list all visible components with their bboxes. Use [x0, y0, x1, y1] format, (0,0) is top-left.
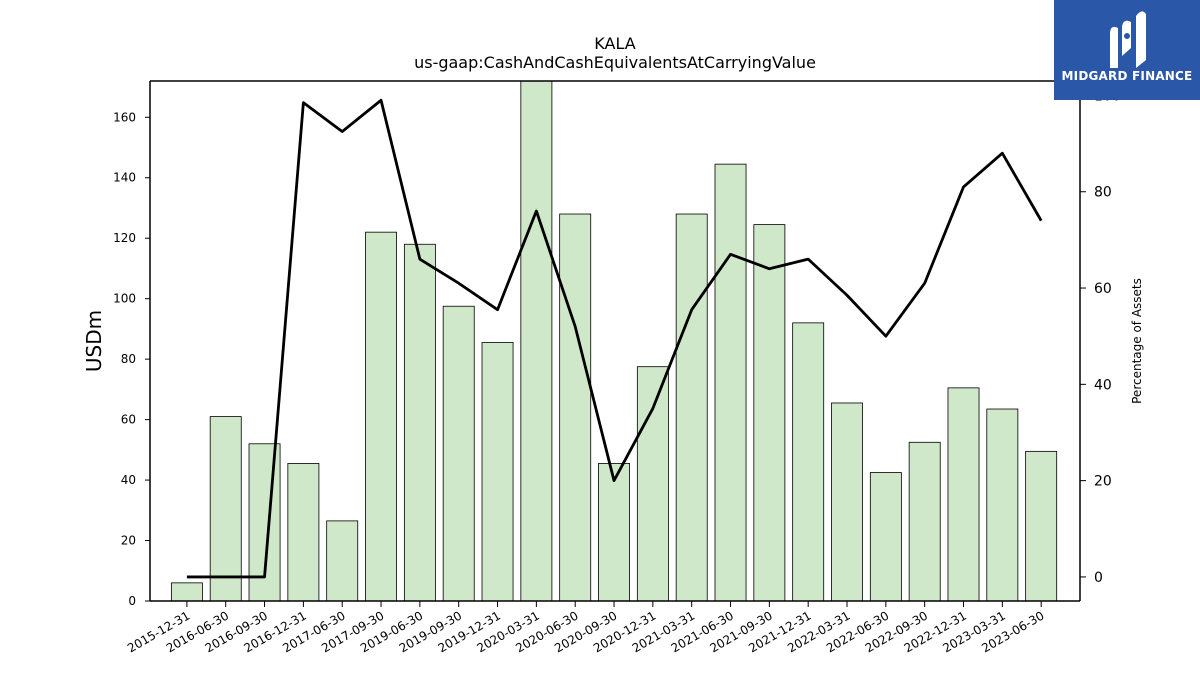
- y-tick-label: 20: [121, 534, 136, 548]
- bar: [520, 80, 553, 602]
- line-group: [186, 98, 1043, 579]
- y-tick-label: 60: [121, 413, 136, 427]
- logo-text: MIDGARD FINANCE: [1061, 69, 1193, 83]
- y2-axis-label: Percentage of Assets: [1130, 278, 1144, 404]
- y2-tick-label: 40: [1094, 377, 1112, 393]
- y-axis-label: USDm: [82, 310, 106, 372]
- percentage-line: [186, 98, 1043, 579]
- y-tick-label: 160: [113, 110, 136, 124]
- bar: [675, 213, 708, 602]
- bar: [287, 463, 320, 602]
- bar: [365, 231, 397, 602]
- chart-title: KALA: [594, 34, 635, 53]
- bar: [481, 342, 514, 602]
- y-tick-label: 80: [121, 352, 136, 366]
- bar: [792, 322, 825, 602]
- y2-tick-label: 60: [1094, 281, 1112, 297]
- y-tick-label: 40: [121, 473, 136, 487]
- y-tick-label: 100: [113, 292, 136, 306]
- midgard-finance-logo: MIDGARD FINANCE: [1054, 0, 1200, 100]
- midgard-logo-icon: [1110, 11, 1146, 68]
- y-tick-label: 140: [113, 171, 136, 185]
- bars-group: [170, 80, 1058, 602]
- y-tick-label: 120: [113, 231, 136, 245]
- bar: [170, 582, 203, 602]
- bar: [947, 387, 980, 602]
- chart-subtitle: us-gaap:CashAndCashEquivalentsAtCarrying…: [414, 53, 816, 72]
- y2-tick-label: 20: [1094, 474, 1112, 490]
- y2-tick-label: 0: [1094, 570, 1103, 586]
- bar: [209, 416, 242, 602]
- bar: [1025, 450, 1058, 602]
- bar: [403, 243, 436, 602]
- bar: [598, 463, 630, 602]
- bar: [559, 213, 592, 602]
- bar: [986, 408, 1019, 602]
- bar: [831, 402, 863, 602]
- bar: [753, 224, 786, 602]
- y2-tick-label: 80: [1094, 185, 1112, 201]
- bar: [908, 441, 941, 602]
- bar: [636, 366, 669, 602]
- y-tick-label: 0: [128, 594, 136, 608]
- bar: [869, 472, 902, 602]
- bar: [442, 305, 475, 602]
- bar: [714, 163, 747, 602]
- bar: [326, 520, 359, 602]
